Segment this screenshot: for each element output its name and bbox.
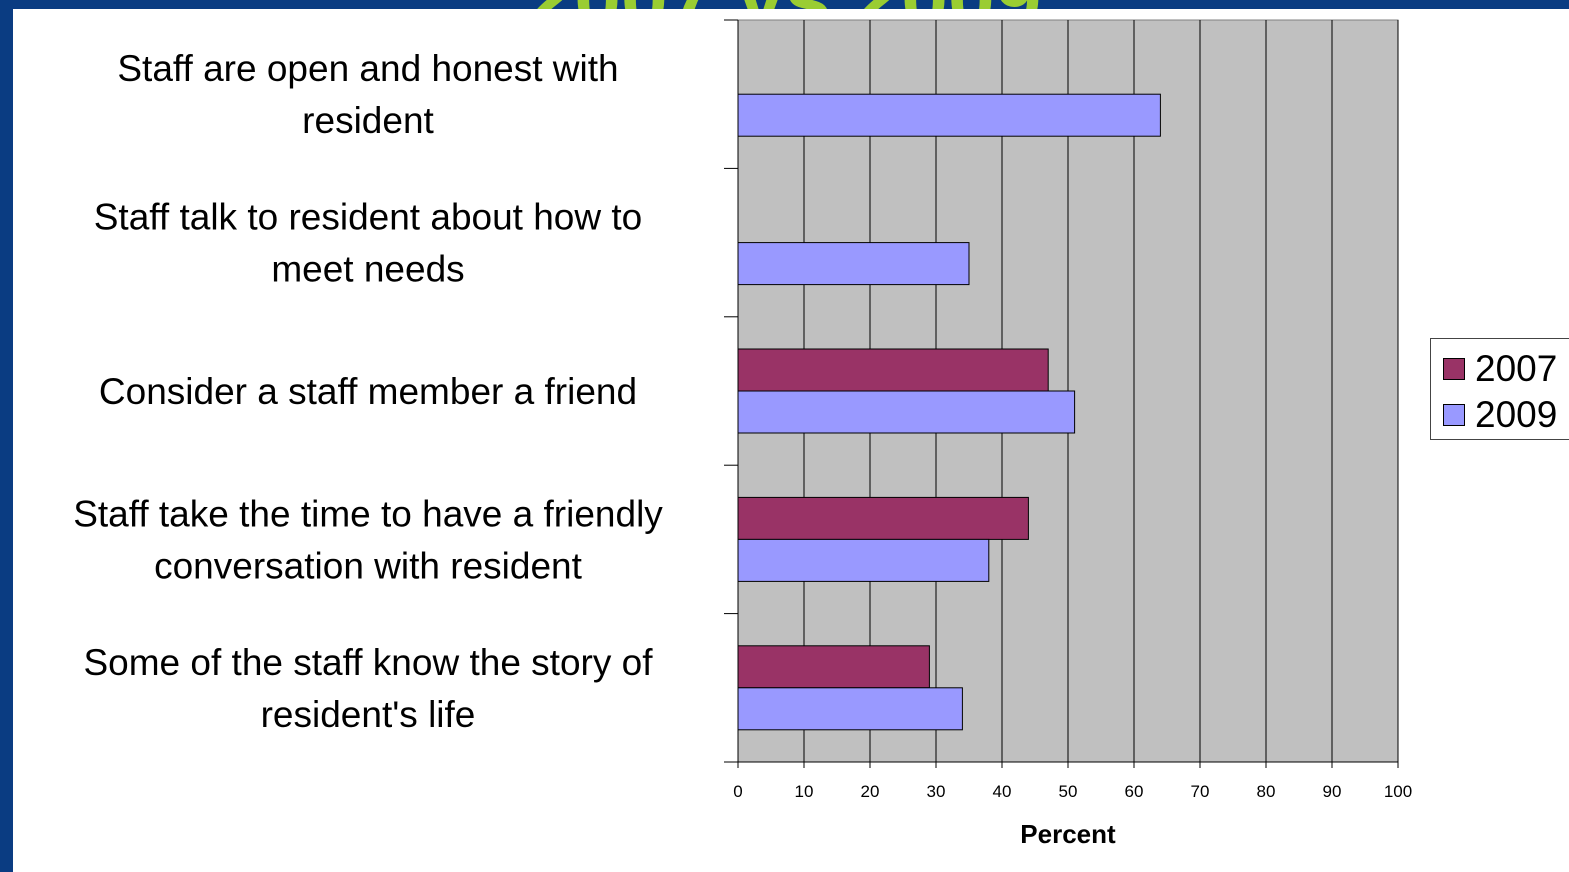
x-tick-label: 70: [1191, 782, 1210, 801]
chart-legend: 2007 2009: [1430, 338, 1569, 440]
bar-2007-5: [737, 645, 930, 689]
legend-swatch-2007: [1443, 358, 1465, 380]
category-label: Some of the staff know the story of: [83, 642, 653, 683]
bar-2007-4: [737, 496, 1029, 540]
x-tick-label: 60: [1125, 782, 1144, 801]
x-tick-label: 50: [1059, 782, 1078, 801]
legend-swatch-2009: [1443, 404, 1465, 426]
x-tick-label: 0: [733, 782, 742, 801]
category-label: conversation with resident: [154, 545, 582, 586]
legend-item-2007: 2007: [1443, 348, 1558, 389]
legend-label-2009: 2009: [1475, 394, 1558, 435]
x-tick-label: 20: [861, 782, 880, 801]
bar-2009-4: [737, 538, 990, 582]
x-tick-label: 30: [927, 782, 946, 801]
bar-2007-3: [737, 348, 1049, 392]
bar-2009-2: [737, 242, 970, 286]
category-label: Staff take the time to have a friendly: [73, 493, 663, 534]
legend-item-2009: 2009: [1443, 394, 1558, 435]
category-label: resident: [302, 100, 434, 141]
bar-2009-5: [737, 687, 963, 731]
category-label: Staff are open and honest with: [117, 48, 618, 89]
bar-2009-3: [737, 390, 1076, 434]
x-tick-label: 40: [993, 782, 1012, 801]
x-tick-label: 80: [1257, 782, 1276, 801]
category-label: resident's life: [261, 694, 476, 735]
x-tick-label: 100: [1384, 782, 1412, 801]
legend-label-2007: 2007: [1475, 348, 1558, 389]
x-axis-title: Percent: [1020, 819, 1116, 849]
category-label: meet needs: [271, 249, 464, 290]
category-label: Consider a staff member a friend: [99, 371, 637, 412]
x-tick-label: 10: [795, 782, 814, 801]
bar-2009-1: [737, 93, 1161, 137]
category-label: Staff talk to resident about how to: [94, 197, 643, 238]
x-tick-label: 90: [1323, 782, 1342, 801]
